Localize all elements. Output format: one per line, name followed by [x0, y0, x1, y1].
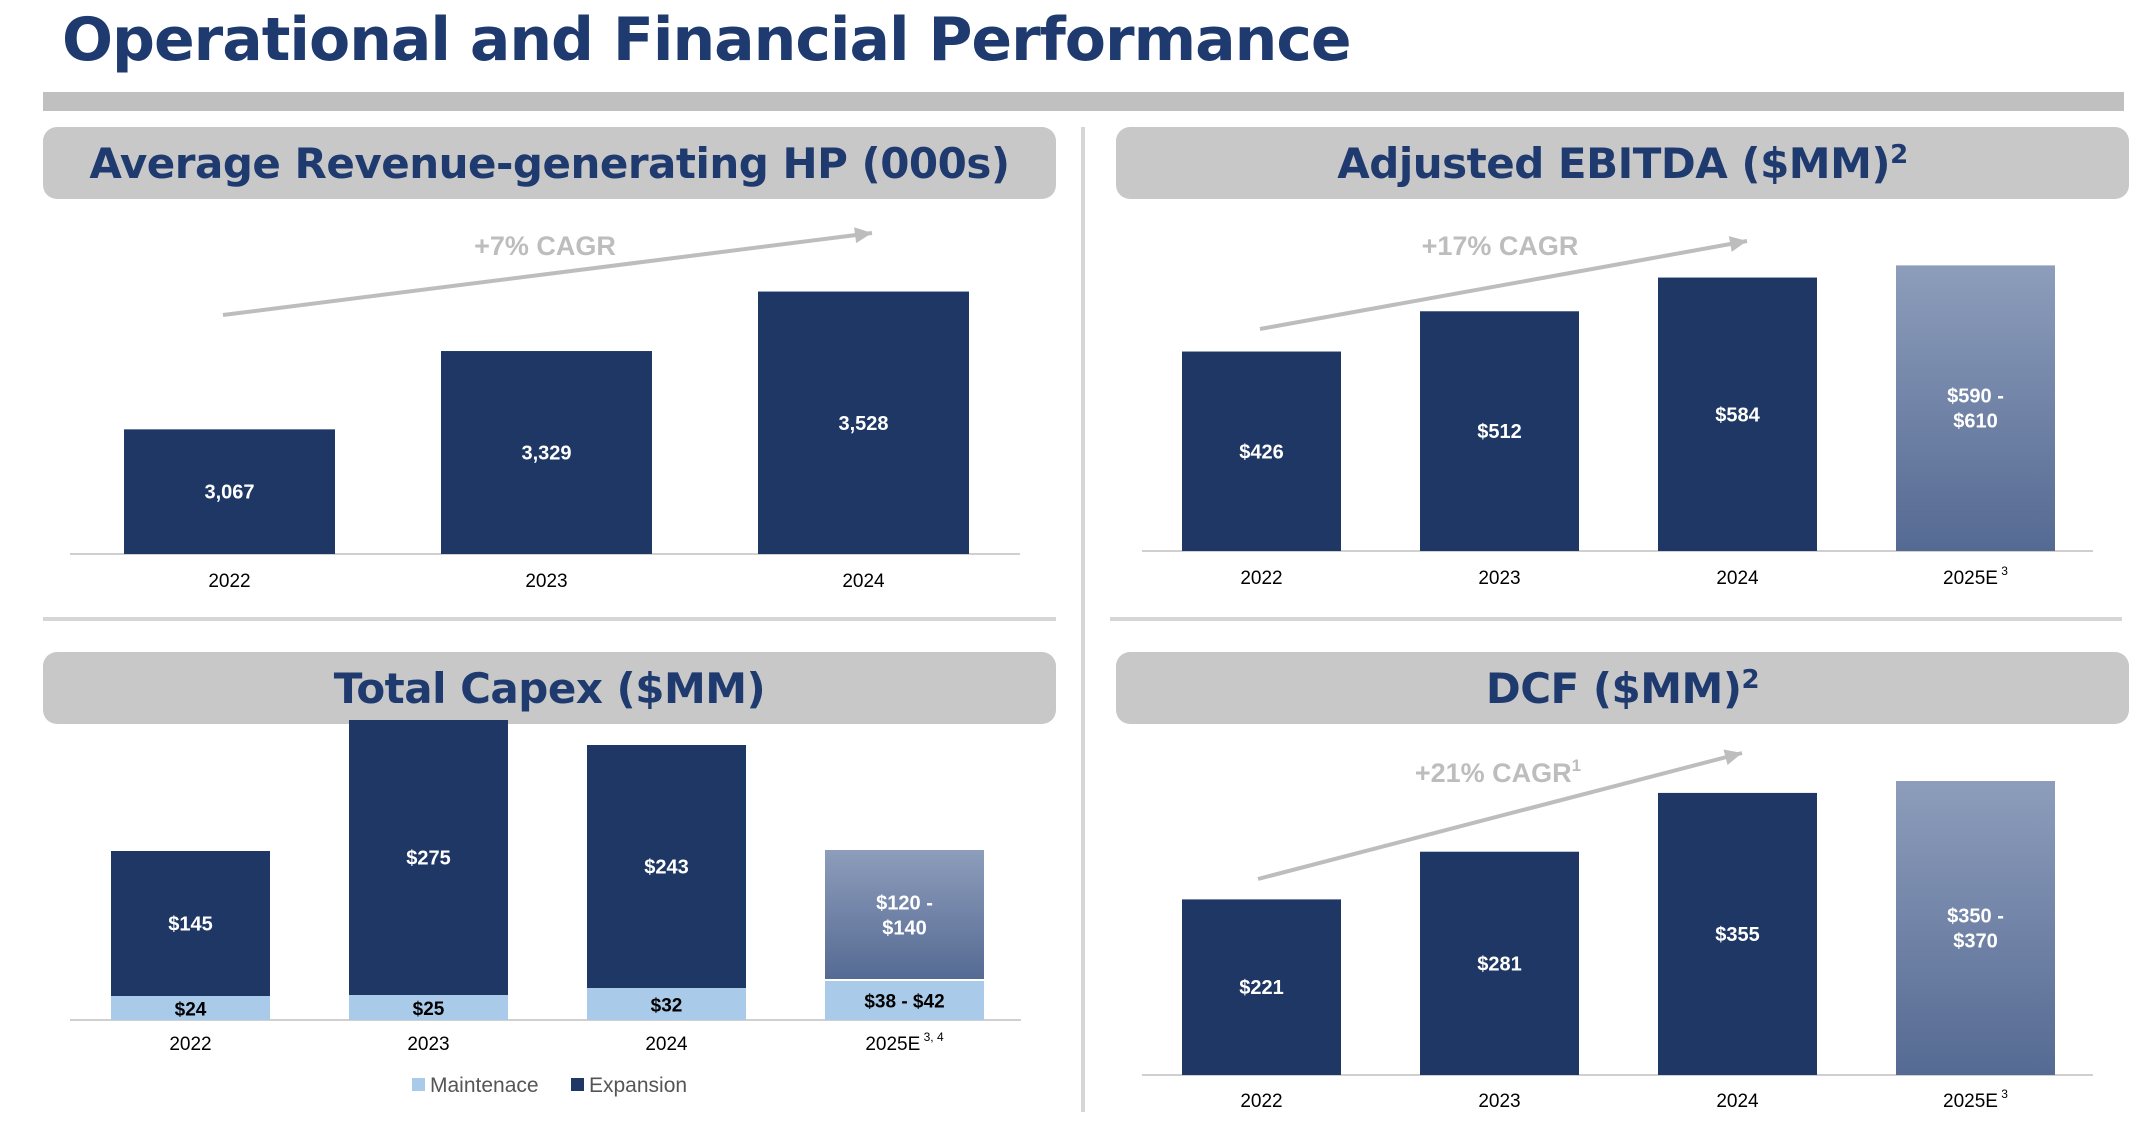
- ebitda-cagr-arrowhead: [1728, 236, 1747, 252]
- ebitda-chart-header: Adjusted EBITDA ($MM)2: [1116, 127, 2129, 199]
- hp-category-label: 2024: [842, 571, 885, 592]
- dcf-category-label: 2025E 3: [1943, 1087, 2008, 1112]
- capex-expansion-value-label: $243: [644, 857, 689, 879]
- dcf-cagr-arrow: [1257, 751, 1743, 881]
- dcf-chart-panel: DCF ($MM)2 $221 2022 $281 2023 $355 2024 $350 …: [1116, 652, 2129, 1121]
- capex-maintenance-segment: [587, 988, 746, 1020]
- capex-maintenance-value-label: $38 - $42: [864, 992, 944, 1013]
- dcf-bar-chart: $221 2022 $281 2023 $355 2024 $350 -$370 2025E …: [1142, 749, 2093, 1112]
- capex-chart-panel: Total Capex ($MM) $24 $145 2022 $25 $275 2023…: [43, 652, 1056, 1121]
- ebitda-category-label: 2022: [1240, 568, 1282, 589]
- hp-chart-panel: Average Revenue-generating HP (000s) 3,0…: [43, 127, 1056, 617]
- capex-stacked-bar-chart: $24 $145 2022 $25 $275 2023 $32 $243 2024 $38 - $…: [70, 720, 1021, 1097]
- ebitda-bar-value-label: $426: [1239, 441, 1284, 463]
- hp-chart-header: Average Revenue-generating HP (000s): [43, 127, 1056, 199]
- hp-cagr-label: +7% CAGR: [474, 231, 616, 261]
- hp-bar-chart: 3,067 2022 3,329 2023 3,528 2024 +7% CAGR: [70, 227, 1020, 592]
- capex-expansion-segment: [587, 745, 746, 988]
- ebitda-chart-title-text: Adjusted EBITDA ($MM): [1337, 138, 1891, 188]
- dcf-bar-value-label: $355: [1715, 924, 1760, 946]
- hp-bar: [441, 351, 652, 554]
- capex-expansion-value-label: $120 -$140: [876, 893, 933, 940]
- ebitda-bar: [1658, 277, 1817, 551]
- ebitda-category-label: 2024: [1716, 568, 1759, 589]
- dcf-cagr-label: +21% CAGR1: [1415, 756, 1581, 788]
- capex-expansion-segment: [825, 850, 984, 980]
- capex-expansion-segment: [349, 720, 508, 995]
- dcf-bar: [1658, 792, 1817, 1075]
- dcf-bar: [1182, 899, 1341, 1075]
- capex-expansion-value-label: $275: [406, 848, 451, 870]
- dcf-bar: [1896, 781, 2055, 1075]
- dcf-cagr-arrowhead: [1723, 749, 1742, 766]
- capex-chart-title: Total Capex ($MM): [334, 664, 766, 713]
- capex-category-label: 2022: [169, 1034, 211, 1055]
- ebitda-bar: [1182, 351, 1341, 551]
- capex-maintenance-value-label: $25: [413, 999, 445, 1020]
- dcf-bar-value-label: $281: [1477, 953, 1522, 975]
- dcf-category-label: 2024: [1716, 1091, 1759, 1112]
- capex-maintenance-segment: [349, 995, 508, 1020]
- capex-legend-swatch: [412, 1078, 425, 1091]
- dcf-bar-value-label: $350 -$370: [1947, 906, 2004, 953]
- hp-cagr-arrowhead: [854, 227, 872, 244]
- hp-bar-value-label: 3,067: [204, 482, 254, 504]
- dcf-chart-header: DCF ($MM)2: [1116, 652, 2129, 724]
- dcf-bar: [1420, 851, 1579, 1075]
- capex-legend-label: Expansion: [589, 1074, 687, 1097]
- capex-chart-title-text: Total Capex ($MM): [333, 663, 766, 713]
- ebitda-chart-panel: Adjusted EBITDA ($MM)2 $426 2022 $512 2023 $…: [1116, 127, 2129, 617]
- capex-maintenance-segment: [111, 996, 270, 1020]
- ebitda-chart-title: Adjusted EBITDA ($MM)2: [1337, 138, 1908, 188]
- dcf-bar-value-label: $221: [1239, 977, 1284, 999]
- ebitda-cagr-label: +17% CAGR: [1422, 231, 1579, 261]
- capex-expansion-segment: [111, 851, 270, 996]
- dcf-category-label: 2023: [1478, 1091, 1520, 1112]
- ebitda-bar-chart: $426 2022 $512 2023 $584 2024 $590 -$610 2025E …: [1142, 231, 2093, 589]
- ebitda-category-label: 2025E 3: [1943, 564, 2008, 589]
- capex-maintenance-value-label: $24: [175, 1000, 207, 1021]
- capex-category-label: 2024: [645, 1034, 688, 1055]
- hp-chart-title-text: Average Revenue-generating HP (000s): [89, 138, 1010, 188]
- ebitda-bar: [1420, 311, 1579, 551]
- page-title: Operational and Financial Performance: [62, 5, 1352, 75]
- hp-bar: [758, 291, 969, 554]
- hp-bar-value-label: 3,528: [838, 413, 888, 435]
- ebitda-bar-value-label: $590 -$610: [1947, 386, 2004, 433]
- dcf-title-footnote: 2: [1741, 664, 1760, 695]
- dcf-chart-title-text: DCF ($MM): [1485, 663, 1742, 713]
- capex-category-label: 2025E 3, 4: [865, 1030, 944, 1055]
- ebitda-title-footnote: 2: [1890, 139, 1908, 170]
- ebitda-bar-value-label: $512: [1477, 421, 1522, 443]
- hp-bar-value-label: 3,329: [521, 443, 571, 465]
- capex-chart-header: Total Capex ($MM): [43, 652, 1056, 724]
- hp-category-label: 2023: [525, 571, 567, 592]
- hp-bar: [124, 429, 335, 554]
- title-underline-rule: [43, 92, 2124, 111]
- ebitda-bar-value-label: $584: [1715, 404, 1760, 426]
- dcf-chart-title: DCF ($MM)2: [1485, 663, 1760, 713]
- hp-category-label: 2022: [208, 571, 250, 592]
- capex-legend-label: Maintenace: [430, 1074, 539, 1097]
- vertical-divider: [1081, 127, 1085, 1112]
- capex-legend-swatch: [571, 1078, 584, 1091]
- hp-chart-title: Average Revenue-generating HP (000s): [89, 138, 1010, 188]
- ebitda-category-label: 2023: [1478, 568, 1520, 589]
- capex-category-label: 2023: [407, 1034, 449, 1055]
- capex-expansion-value-label: $145: [168, 914, 213, 936]
- capex-maintenance-segment: [825, 980, 984, 1020]
- horizontal-divider-right: [1110, 617, 2122, 621]
- capex-maintenance-value-label: $32: [651, 996, 683, 1017]
- ebitda-bar: [1896, 265, 2055, 551]
- hp-cagr-arrow: [222, 231, 873, 317]
- dcf-category-label: 2022: [1240, 1091, 1282, 1112]
- horizontal-divider-left: [43, 617, 1056, 621]
- ebitda-cagr-arrow: [1259, 239, 1748, 331]
